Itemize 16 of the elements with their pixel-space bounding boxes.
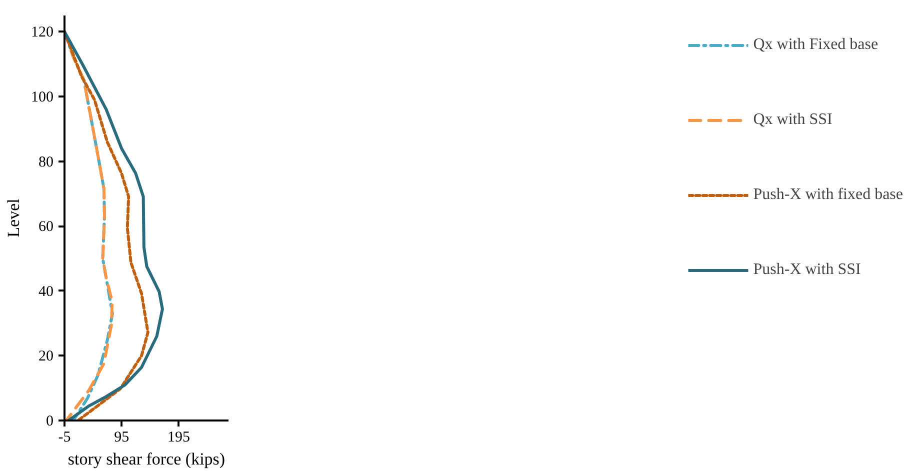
legend-label: Push-X with SSI (753, 261, 861, 279)
legend-label: Push-X with fixed base (753, 186, 903, 204)
y-axis-title: Level (4, 198, 23, 238)
y-tick-label: 0 (46, 414, 54, 430)
y-tick-label: 100 (31, 90, 54, 106)
y-tick-label: 20 (38, 348, 54, 365)
x-tick-label: -5 (58, 430, 71, 446)
x-tick-label: 95 (114, 430, 130, 446)
y-tick-label: 80 (38, 154, 54, 170)
legend-label: Qx with Fixed base (753, 36, 878, 54)
y-tick-label: 120 (31, 24, 54, 41)
y-tick-label: 40 (38, 284, 54, 300)
x-tick-label: 195 (168, 430, 190, 446)
x-axis-title: story shear force (kips) (68, 450, 226, 468)
y-tick-label: 60 (38, 219, 54, 236)
legend-label: Qx with SSI (753, 111, 832, 129)
